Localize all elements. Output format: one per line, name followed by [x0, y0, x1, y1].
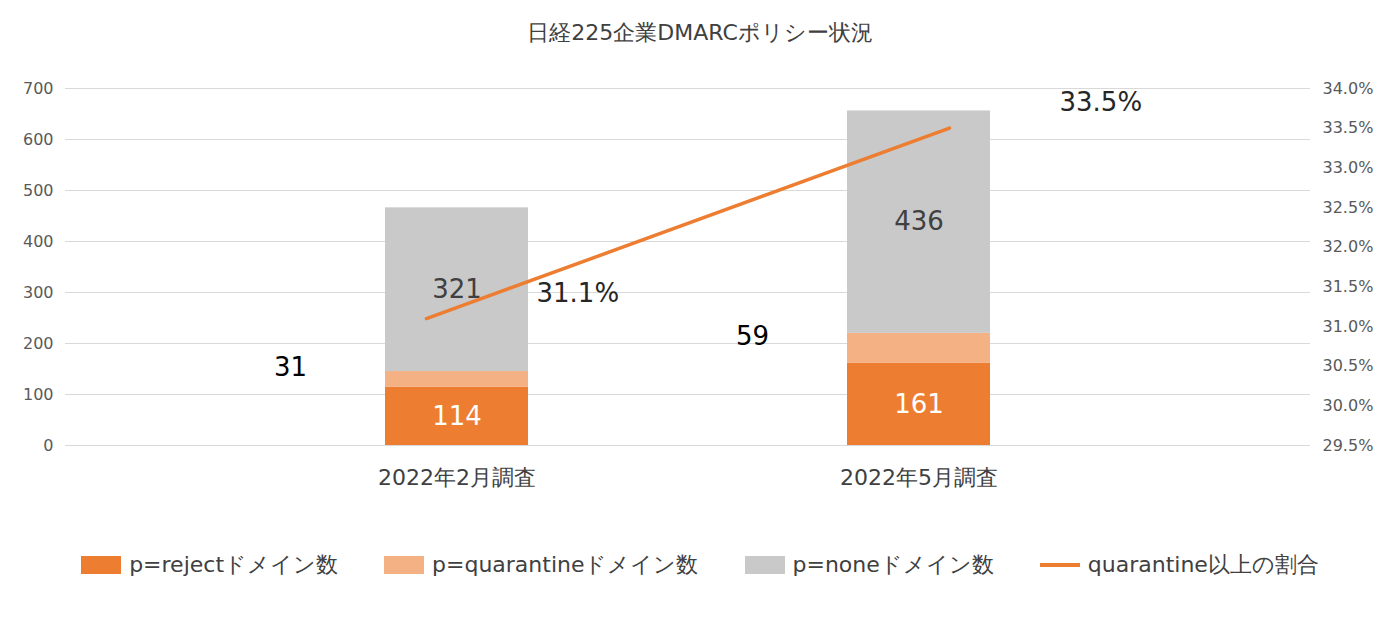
svg-text:300: 300: [23, 283, 54, 302]
html-text:p=rejectドメイン数: p=rejectドメイン数: [129, 552, 338, 577]
svg-text:31.0%: 31.0%: [1323, 317, 1374, 336]
svg-text:30.0%: 30.0%: [1323, 396, 1374, 415]
svg-text:400: 400: [23, 232, 54, 251]
svg-text:161: 161: [894, 389, 944, 419]
html-text:p=noneドメイン数: p=noneドメイン数: [792, 552, 994, 577]
svg-text:436: 436: [894, 206, 944, 236]
svg-text:114: 114: [432, 401, 482, 431]
svg-text:33.5%: 33.5%: [1323, 118, 1374, 137]
svg-text:32.5%: 32.5%: [1323, 198, 1374, 217]
svg-text:29.5%: 29.5%: [1323, 436, 1374, 455]
svg-text:31.1%: 31.1%: [537, 278, 620, 308]
svg-text:59: 59: [736, 321, 769, 351]
svg-text:100: 100: [23, 385, 54, 404]
html-text:日経225企業DMARCポリシー状況: 日経225企業DMARCポリシー状況: [527, 20, 873, 45]
svg-text:321: 321: [432, 274, 482, 304]
svg-text:700: 700: [23, 79, 54, 98]
html-text:p=quarantineドメイン数: p=quarantineドメイン数: [432, 552, 699, 577]
svg-text:600: 600: [23, 130, 54, 149]
svg-text:33.5%: 33.5%: [1060, 87, 1143, 117]
svg-text:200: 200: [23, 334, 54, 353]
svg-text:0: 0: [43, 436, 53, 455]
html-text:quarantine以上の割合: quarantine以上の割合: [1087, 552, 1319, 577]
svg-text:31: 31: [274, 352, 307, 382]
svg-text:33.0%: 33.0%: [1323, 158, 1374, 177]
svg-text:34.0%: 34.0%: [1323, 79, 1374, 98]
svg-text:32.0%: 32.0%: [1323, 237, 1374, 256]
svg-text:2022年5月調査: 2022年5月調査: [840, 465, 998, 490]
svg-text:500: 500: [23, 181, 54, 200]
svg-text:30.5%: 30.5%: [1323, 356, 1374, 375]
svg-text:31.5%: 31.5%: [1323, 277, 1374, 296]
svg-text:2022年2月調査: 2022年2月調査: [378, 465, 536, 490]
